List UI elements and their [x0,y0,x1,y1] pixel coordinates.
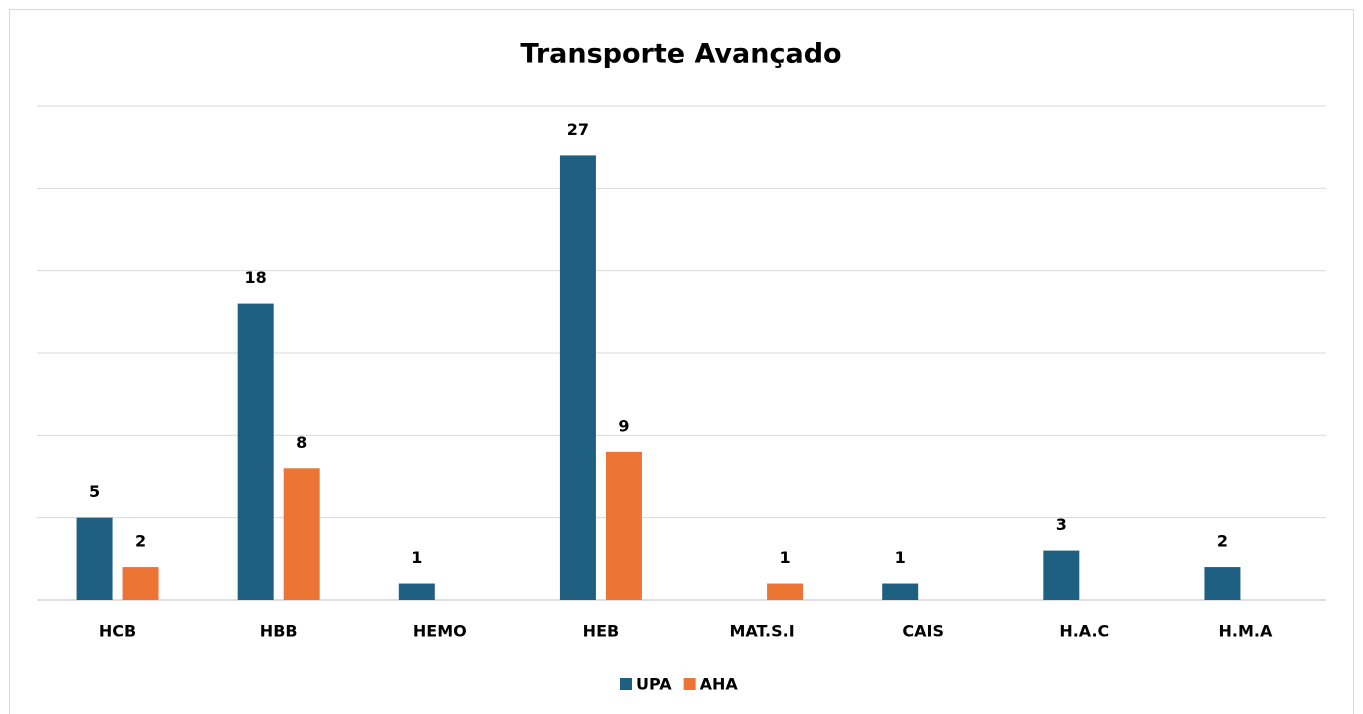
bar [76,517,113,600]
bar [122,567,159,600]
x-tick-label: HBB [260,622,298,641]
data-label: 9 [618,416,629,435]
legend-swatch [683,678,696,690]
data-label: 3 [1056,515,1067,534]
x-tick-label: HEMO [413,622,467,641]
data-label: 1 [411,548,422,567]
bar [1043,550,1080,600]
bar [605,451,642,600]
x-tick-label: HEB [583,622,620,641]
bar [398,583,435,600]
data-label: 2 [1217,532,1228,551]
data-label: 1 [895,548,906,567]
bar [1204,567,1241,600]
data-label: 2 [135,532,146,551]
x-tick-label: MAT.S.I [729,622,794,641]
data-label: 1 [779,548,790,567]
x-tick-label: HCB [99,622,136,641]
data-label: 18 [245,268,267,287]
bar [283,468,320,600]
x-tick-label: CAIS [902,622,944,641]
bar [767,583,804,600]
legend-label: UPA [636,675,672,694]
data-label: 5 [89,482,100,501]
chart-border [9,9,1354,714]
legend-swatch [620,678,632,690]
bar [237,303,274,600]
x-tick-label: H.M.A [1219,622,1273,641]
legend-label: AHA [700,675,739,694]
bar [559,155,596,600]
bar [882,583,919,600]
data-label: 27 [567,120,589,139]
chart-title: Transporte Avançado [520,39,841,70]
data-label: 8 [296,433,307,452]
x-tick-label: H.A.C [1059,622,1109,641]
